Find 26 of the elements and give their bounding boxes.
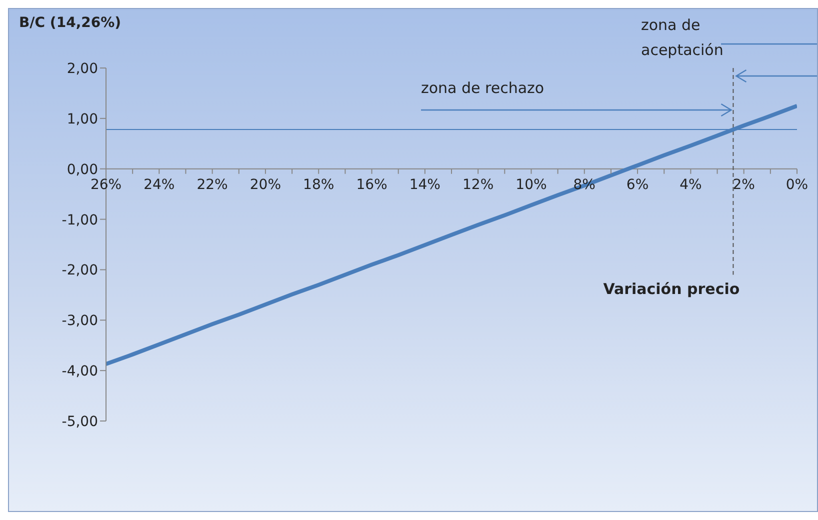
x-tick-label: 18%	[303, 176, 334, 193]
y-tick-label: 2,00	[66, 60, 98, 77]
x-tick-label: 8%	[573, 176, 596, 193]
x-tick-label: 6%	[626, 176, 649, 193]
x-tick-label: 4%	[680, 176, 702, 193]
x-tick-label: 16%	[356, 176, 388, 193]
x-tick-label: 2%	[732, 176, 755, 193]
y-tick-label: 0,00	[66, 162, 98, 178]
x-tick-label: 0%	[786, 176, 808, 193]
x-tick-label: 14%	[409, 176, 440, 193]
x-tick-label: 12%	[462, 176, 494, 193]
x-axis-title: Variación precio	[603, 280, 740, 298]
x-tick-label: 10%	[516, 176, 547, 193]
x-tick-label: 26%	[90, 176, 122, 193]
text: zona de aceptación	[641, 15, 724, 61]
y-tick-label: -5,00	[62, 414, 98, 430]
x-tick-label: 24%	[144, 176, 175, 193]
y-tick-label: -3,00	[62, 313, 98, 330]
x-tick-label: 20%	[250, 176, 282, 193]
y-tick-label: -1,00	[62, 212, 98, 228]
y-tick-label: 1,00	[66, 111, 98, 128]
x-tick-label: 22%	[196, 176, 228, 193]
y-tick-label: -2,00	[62, 262, 98, 279]
y-axis-title: B/C (14,26%)	[19, 15, 122, 31]
annotation: zona de rechazo	[421, 79, 544, 97]
y-tick-label: -4,00	[62, 364, 98, 380]
